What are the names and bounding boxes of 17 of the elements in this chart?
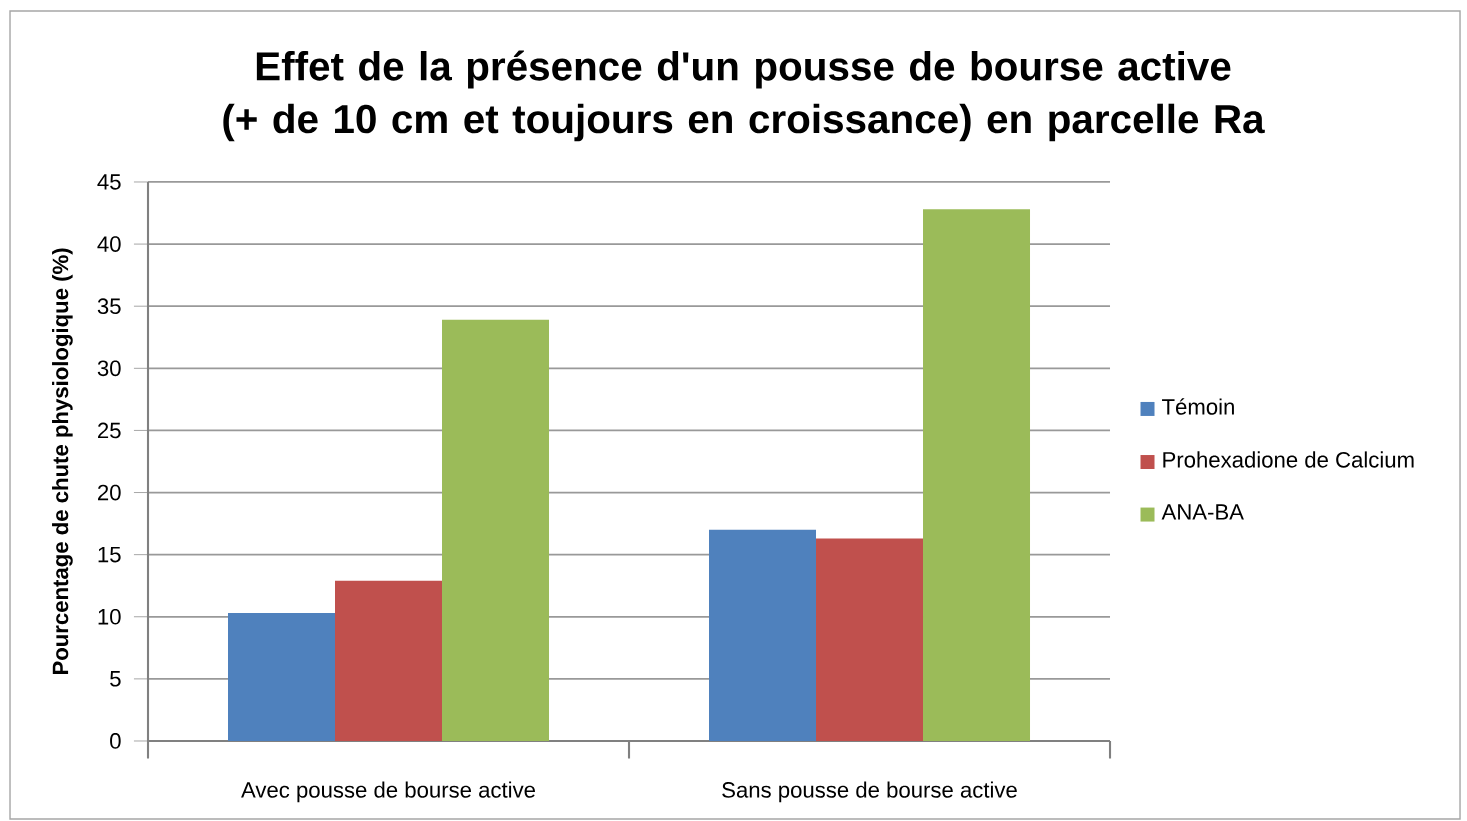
legend-label: ANA-BA xyxy=(1161,504,1244,520)
y-tick-label: 20 xyxy=(98,484,121,501)
legend-label: Témoin xyxy=(1162,398,1234,415)
y-tick-label: 5 xyxy=(110,671,121,687)
y-tick-label: 15 xyxy=(98,546,121,563)
x-tick-label: Sans pousse de bourse active xyxy=(722,781,1017,803)
y-tick-label: 45 xyxy=(97,174,121,190)
y-tick-label: 0 xyxy=(110,733,121,749)
legend-label: Prohexadione de Calcium xyxy=(1163,451,1414,468)
x-tick-label: Avec pousse de bourse active xyxy=(241,781,535,803)
y-tick-label: 40 xyxy=(97,236,121,252)
y-axis-title: Pourcentage de chute physiologique (%) xyxy=(52,248,73,675)
y-tick-label: 10 xyxy=(98,608,121,625)
y-tick-label: 25 xyxy=(98,422,121,439)
chart-title: Effet de la présence d'un pousse de bourse active (+ de 10 cm et toujours en croissance) en parcelle Ra xyxy=(223,50,1265,142)
y-tick-label: 30 xyxy=(97,360,121,377)
y-tick-label: 35 xyxy=(97,298,121,315)
